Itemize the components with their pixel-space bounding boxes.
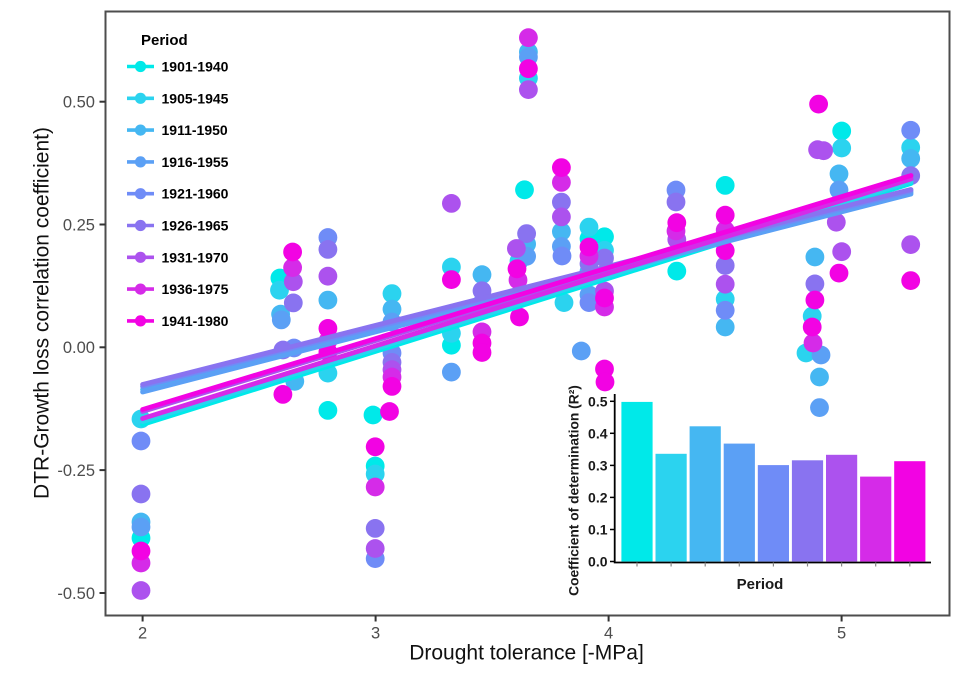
svg-text:0.50: 0.50 — [63, 94, 95, 112]
svg-text:3: 3 — [371, 625, 380, 643]
svg-text:5: 5 — [837, 625, 846, 643]
svg-text:1941-1980: 1941-1980 — [162, 313, 229, 329]
svg-text:1901-1940: 1901-1940 — [162, 59, 229, 75]
svg-text:1911-1950: 1911-1950 — [162, 122, 228, 138]
svg-text:1931-1970: 1931-1970 — [162, 249, 229, 265]
svg-text:0.00: 0.00 — [63, 339, 95, 357]
svg-text:-0.25: -0.25 — [57, 462, 95, 480]
svg-text:1926-1965: 1926-1965 — [162, 218, 229, 234]
svg-text:1936-1975: 1936-1975 — [162, 281, 229, 297]
svg-text:Period: Period — [737, 576, 784, 593]
svg-text:Drought tolerance [-MPa]: Drought tolerance [-MPa] — [409, 642, 644, 665]
svg-text:0.0: 0.0 — [588, 554, 608, 570]
svg-text:1921-1960: 1921-1960 — [162, 186, 229, 202]
svg-text:-0.50: -0.50 — [57, 585, 95, 603]
svg-text:1916-1955: 1916-1955 — [162, 154, 229, 170]
svg-text:0.25: 0.25 — [63, 216, 95, 234]
svg-text:0.3: 0.3 — [588, 457, 608, 473]
svg-text:DTR-Growth loss correlation co: DTR-Growth loss correlation coefficient) — [31, 127, 54, 499]
svg-text:0.5: 0.5 — [588, 393, 608, 409]
svg-text:4: 4 — [604, 625, 613, 643]
svg-text:0.2: 0.2 — [588, 489, 608, 505]
svg-text:0.4: 0.4 — [588, 425, 608, 441]
svg-text:Period: Period — [141, 32, 188, 49]
svg-text:1905-1945: 1905-1945 — [162, 90, 229, 106]
svg-text:Coefficient of determination (: Coefficient of determination (R²) — [567, 385, 582, 596]
svg-text:0.1: 0.1 — [588, 522, 608, 538]
svg-text:2: 2 — [138, 625, 147, 643]
